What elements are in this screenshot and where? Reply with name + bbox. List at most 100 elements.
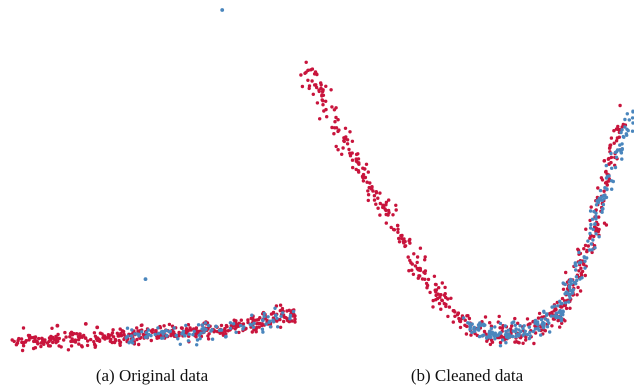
data-point: [186, 328, 191, 333]
data-point: [287, 308, 291, 312]
data-point: [206, 323, 211, 328]
data-point: [556, 315, 560, 319]
data-point: [80, 335, 84, 339]
data-point: [583, 273, 587, 278]
data-point: [578, 289, 583, 293]
data-point: [239, 318, 243, 322]
data-point: [320, 98, 324, 102]
data-point: [446, 297, 450, 301]
data-point: [334, 115, 338, 120]
data-point: [320, 93, 324, 97]
data-point: [93, 345, 97, 349]
data-point: [336, 118, 340, 122]
series-red: [299, 60, 628, 347]
data-point: [271, 311, 275, 315]
data-point: [588, 236, 592, 240]
data-point: [613, 165, 618, 170]
data-point: [616, 124, 620, 129]
data-point: [366, 198, 370, 203]
data-point: [71, 339, 75, 343]
data-point: [589, 205, 593, 209]
data-point: [482, 329, 487, 334]
data-point: [106, 333, 111, 337]
data-point: [192, 329, 196, 334]
data-point: [255, 322, 259, 326]
data-point: [623, 125, 627, 129]
data-point: [614, 155, 619, 159]
data-point: [153, 332, 157, 337]
data-point: [281, 311, 285, 315]
data-point: [453, 314, 457, 318]
data-point: [550, 324, 554, 328]
data-point: [366, 170, 370, 174]
data-point: [513, 323, 517, 327]
data-point: [130, 328, 134, 332]
data-point: [556, 304, 560, 308]
data-point: [464, 332, 469, 336]
data-point: [436, 292, 440, 296]
data-point: [461, 316, 466, 320]
data-point: [623, 117, 627, 122]
data-point: [612, 129, 616, 133]
data-point: [126, 334, 130, 338]
data-point: [89, 337, 93, 342]
data-point: [525, 332, 529, 337]
data-point: [586, 244, 590, 248]
data-point: [386, 208, 391, 213]
data-point: [425, 286, 429, 290]
data-point: [437, 301, 442, 306]
data-point: [493, 325, 497, 329]
data-point: [521, 333, 525, 337]
data-point: [621, 134, 625, 139]
data-point: [334, 144, 338, 149]
data-point: [162, 329, 167, 334]
data-point: [233, 327, 237, 331]
data-point: [418, 246, 423, 250]
data-point: [416, 276, 420, 280]
data-point: [568, 288, 573, 293]
data-point: [511, 329, 515, 333]
data-point: [594, 232, 598, 236]
data-point: [599, 195, 603, 199]
data-point: [33, 335, 38, 339]
data-point: [361, 179, 366, 183]
data-point: [604, 163, 608, 168]
data-point: [140, 330, 144, 334]
data-point: [498, 331, 502, 335]
data-point: [278, 317, 282, 322]
data-point: [136, 332, 141, 336]
data-point: [284, 316, 288, 320]
data-point: [468, 324, 472, 328]
data-point: [609, 155, 614, 160]
series-blue: [124, 8, 296, 347]
outlier-point: [143, 277, 148, 281]
data-point: [558, 308, 562, 313]
data-point: [372, 198, 377, 202]
data-point: [583, 259, 587, 263]
data-point: [516, 321, 520, 325]
data-point: [456, 311, 461, 315]
data-point: [350, 158, 355, 162]
data-point: [252, 321, 256, 325]
data-point: [387, 198, 391, 202]
data-point: [439, 307, 443, 311]
data-point: [384, 221, 388, 225]
data-point: [607, 162, 611, 166]
data-point: [590, 250, 594, 255]
data-point: [593, 246, 597, 250]
data-point: [288, 313, 293, 318]
data-point: [330, 105, 334, 109]
data-point: [324, 84, 328, 89]
data-point: [39, 344, 43, 349]
data-point: [376, 206, 380, 210]
data-point: [422, 270, 426, 274]
data-point: [314, 83, 318, 87]
data-point: [324, 107, 328, 112]
data-point: [117, 334, 121, 338]
data-point: [275, 316, 279, 320]
data-point: [336, 148, 340, 152]
data-point: [241, 322, 246, 326]
data-point: [273, 306, 277, 310]
data-point: [423, 255, 427, 259]
data-point: [602, 159, 606, 163]
